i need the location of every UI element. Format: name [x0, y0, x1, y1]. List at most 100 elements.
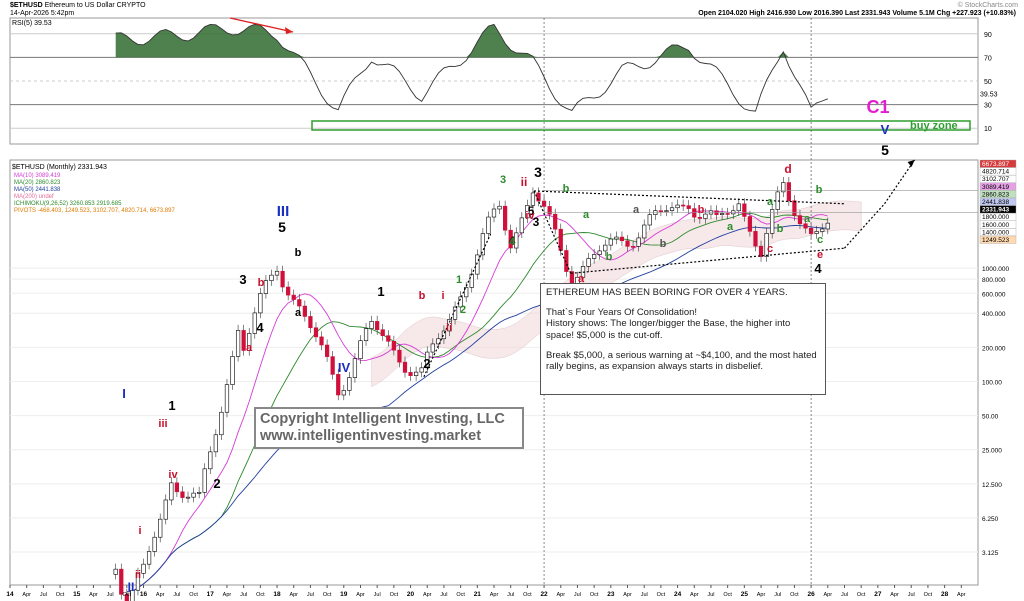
candle-down — [758, 245, 764, 257]
triangle-lower-line — [570, 247, 845, 274]
wave-label: b — [563, 183, 570, 195]
wave-label: a — [767, 196, 774, 208]
price-tick-label: 100.00 — [982, 379, 1002, 386]
wave-label: 5 — [881, 142, 889, 158]
x-tick-label: Jul — [507, 592, 514, 598]
right-price-label: 1600.000 — [982, 222, 1009, 229]
right-price-label: 2441.838 — [982, 199, 1009, 206]
candle-down — [742, 203, 747, 217]
candle-down — [180, 491, 185, 498]
wave-label: b — [419, 290, 426, 302]
right-price-label: 1249.523 — [982, 237, 1009, 244]
x-tick-label: Jul — [707, 592, 714, 598]
candle-up — [113, 568, 118, 575]
wave-label: 1 — [456, 274, 462, 286]
projection-line — [884, 159, 916, 205]
rsi-overbought-fill — [115, 24, 828, 58]
ma50-line — [126, 225, 828, 593]
x-tick-label: Oct — [390, 592, 399, 598]
candle-down — [391, 340, 396, 351]
candle-up — [441, 330, 447, 340]
x-tick-label: Jul — [774, 592, 781, 598]
candle-up — [141, 563, 146, 574]
x-tick-label: Apr — [356, 592, 365, 598]
candle-up — [592, 254, 597, 259]
symbol-name: Ethereum to US Dollar — [44, 2, 115, 9]
x-tick-label: Oct — [790, 592, 799, 598]
x-tick-label: Apr — [490, 592, 499, 598]
candle-down — [625, 240, 630, 247]
candle-up — [497, 205, 502, 210]
wave-label: b — [606, 251, 613, 263]
x-tick-label: Jul — [40, 592, 47, 598]
x-tick-label: Apr — [223, 592, 232, 598]
price-tick-label: 12.500 — [982, 482, 1002, 489]
candle-up — [347, 377, 352, 391]
wave-label: 3 — [239, 272, 246, 287]
candle-up — [230, 356, 235, 385]
candle-up — [636, 237, 641, 247]
rsi-tick-label: 10 — [984, 126, 992, 133]
x-tick-label: 19 — [340, 591, 348, 598]
candle-up — [614, 236, 619, 240]
wave-label: 3 — [500, 174, 506, 186]
candle-up — [597, 250, 602, 255]
projection-arrow-head — [907, 160, 915, 167]
candle-up — [781, 182, 786, 193]
x-tick-label: 23 — [607, 591, 615, 598]
annotation-line-4: Break $5,000, a serious warning at ~$4,1… — [546, 349, 817, 373]
wave-label: b — [258, 277, 265, 289]
x-tick-label: 15 — [73, 591, 81, 598]
wave-label: c — [767, 243, 773, 255]
right-price-label: 1800.000 — [982, 214, 1009, 221]
candle-down — [291, 294, 296, 300]
x-tick-label: Jul — [841, 592, 848, 598]
right-price-label: 6673.897 — [982, 161, 1009, 168]
candle-up — [514, 232, 519, 249]
candle-up — [642, 224, 647, 239]
x-tick-label: Jul — [240, 592, 247, 598]
candle-up — [436, 338, 441, 345]
wave-label: e — [817, 249, 823, 261]
buy-zone-box — [311, 120, 971, 131]
x-tick-label: Apr — [22, 592, 31, 598]
x-tick-label: Apr — [890, 592, 899, 598]
x-tick-label: Apr — [156, 592, 165, 598]
candle-down — [124, 594, 129, 601]
copyright-line-1: Copyright Intelligent Investing, LLC — [260, 411, 505, 427]
wave-label: IV — [338, 360, 351, 375]
legend-entry: MA(200) undef — [14, 194, 54, 200]
x-tick-label: Oct — [56, 592, 65, 598]
divergence-arrow — [229, 17, 294, 33]
x-tick-label: 28 — [941, 591, 949, 598]
x-tick-label: 22 — [540, 591, 548, 598]
wave-label: iii — [158, 418, 167, 430]
candle-up — [425, 351, 430, 369]
candle-down — [697, 216, 702, 219]
x-tick-label: 26 — [807, 591, 815, 598]
candle-up — [252, 312, 257, 334]
candle-up — [152, 536, 157, 552]
candle-up — [224, 384, 230, 413]
x-tick-label: Jul — [641, 592, 648, 598]
candle-down — [714, 210, 719, 215]
wave-label: 2 — [423, 356, 430, 371]
wave-label: d — [784, 162, 791, 176]
candle-up — [608, 238, 613, 246]
wave-label: ii — [521, 175, 528, 189]
wave-label: 4 — [509, 234, 516, 248]
copyright-line-2: www.intelligentinvesting.market — [260, 428, 482, 445]
candle-up — [586, 258, 591, 267]
price-tick-label: 800.000 — [982, 277, 1006, 284]
wave-label: C1 — [866, 97, 889, 117]
x-tick-label: Oct — [924, 592, 933, 598]
candle-up — [452, 306, 458, 320]
annotation-line-3: History shows: The longer/bigger the Bas… — [546, 318, 791, 341]
wave-label: 2 — [460, 304, 466, 316]
candle-down — [336, 374, 341, 396]
candle-down — [119, 568, 124, 595]
x-tick-label: 20 — [407, 591, 415, 598]
candle-up — [764, 233, 769, 257]
candle-down — [397, 349, 402, 363]
